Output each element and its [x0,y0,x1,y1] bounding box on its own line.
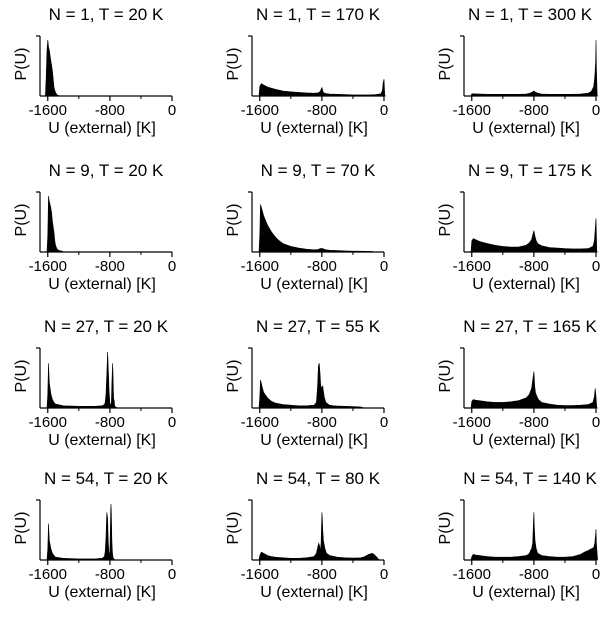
panel-9: N = 27, T = 165 K -1600 -800 0 U (external) … [437,317,600,449]
x-tick-label: -1600 [29,102,67,119]
x-tick-label: -800 [95,414,125,431]
x-tick-label: -1600 [241,566,279,583]
panel-7: N = 27, T = 20 K -1600 -800 0 U (external) [… [13,317,176,449]
distribution-area [252,363,365,409]
y-axis-label: P(U) [13,360,30,393]
panel-5: N = 9, T = 70 K -1600 -800 0 U (external) [K… [225,161,388,293]
panel-title: N = 1, T = 170 K [256,5,381,24]
panel-title: N = 9, T = 20 K [49,161,164,180]
panel-8: N = 27, T = 55 K -1600 -800 0 U (external) [… [225,317,388,449]
x-tick-label: -800 [307,414,337,431]
x-tick-label: 0 [380,414,388,431]
y-axis-label: P(U) [225,204,242,237]
x-tick-label: -1600 [29,566,67,583]
x-tick-label: -800 [307,566,337,583]
x-axis-label: U (external) [K] [48,120,156,137]
distribution-area [464,512,598,561]
x-tick-label: -800 [307,258,337,275]
y-axis-label: P(U) [437,48,454,81]
x-tick-label: -800 [95,102,125,119]
x-tick-label: -1600 [453,566,491,583]
x-axis-label: U (external) [K] [472,584,580,601]
x-tick-label: -1600 [241,414,279,431]
x-tick-label: 0 [380,102,388,119]
x-tick-label: 0 [592,414,600,431]
panel-title: N = 27, T = 55 K [256,317,381,336]
x-axis-label: U (external) [K] [48,432,156,449]
panel-2: N = 1, T = 170 K -1600 -800 0 U (external) [… [225,5,388,137]
x-axis-label: U (external) [K] [48,276,156,293]
x-axis-label: U (external) [K] [260,120,368,137]
x-axis-label: U (external) [K] [472,276,580,293]
x-tick-label: 0 [380,566,388,583]
panel-title: N = 9, T = 70 K [261,161,376,180]
distribution-area [464,371,599,409]
distribution-area [40,351,118,409]
distribution-area [252,204,374,253]
x-tick-label: 0 [592,258,600,275]
panel-1: N = 1, T = 20 K -1600 -800 0 U (external) [K… [13,5,176,137]
x-tick-label: -800 [95,566,125,583]
distribution-area [40,39,79,97]
panel-title: N = 1, T = 20 K [49,5,164,24]
x-axis-label: U (external) [K] [260,276,368,293]
y-axis-label: P(U) [437,360,454,393]
x-tick-label: 0 [168,102,176,119]
x-tick-label: -1600 [453,102,491,119]
x-tick-label: -1600 [453,258,491,275]
x-axis-label: U (external) [K] [260,584,368,601]
panel-title: N = 1, T = 300 K [468,5,593,24]
panel-title: N = 54, T = 80 K [256,469,381,488]
panel-10: N = 54, T = 20 K -1600 -800 0 U (external) [… [13,469,176,601]
x-tick-label: -800 [519,414,549,431]
panel-11: N = 54, T = 80 K -1600 -800 0 U (external) [… [225,469,388,601]
panel-title: N = 27, T = 165 K [463,317,597,336]
x-axis-label: U (external) [K] [48,584,156,601]
panel-3: N = 1, T = 300 K -1600 -800 0 U (external) [… [437,5,600,137]
x-tick-label: -800 [95,258,125,275]
y-axis-label: P(U) [437,204,454,237]
x-tick-label: -1600 [241,258,279,275]
panel-title: N = 9, T = 175 K [468,161,593,180]
y-axis-label: P(U) [437,512,454,545]
x-tick-label: -800 [519,258,549,275]
x-tick-label: 0 [592,566,600,583]
x-tick-label: 0 [592,102,600,119]
y-axis-label: P(U) [13,204,30,237]
x-tick-label: -800 [519,102,549,119]
y-axis-label: P(U) [225,512,242,545]
x-axis-label: U (external) [K] [260,432,368,449]
distribution-area [40,195,65,253]
x-tick-label: -800 [519,566,549,583]
distribution-area [464,218,599,253]
y-axis-label: P(U) [225,360,242,393]
x-tick-label: -1600 [453,414,491,431]
x-tick-label: 0 [168,414,176,431]
x-tick-label: -1600 [29,414,67,431]
distribution-area [252,512,380,561]
x-tick-label: 0 [168,566,176,583]
distribution-area [40,503,117,561]
x-tick-label: -800 [307,102,337,119]
distribution-area [252,79,387,97]
panel-12: N = 54, T = 140 K -1600 -800 0 U (external) … [437,469,600,601]
panel-title: N = 54, T = 20 K [44,469,169,488]
panel-title: N = 27, T = 20 K [44,317,169,336]
panel-title: N = 54, T = 140 K [463,469,597,488]
panel-4: N = 9, T = 20 K -1600 -800 0 U (external) [K… [13,161,176,293]
x-tick-label: 0 [380,258,388,275]
panel-6: N = 9, T = 175 K -1600 -800 0 U (external) [… [437,161,600,293]
x-axis-label: U (external) [K] [472,432,580,449]
x-axis-label: U (external) [K] [472,120,580,137]
x-tick-label: 0 [168,258,176,275]
y-axis-label: P(U) [225,48,242,81]
distribution-area [464,39,599,97]
x-tick-label: -1600 [241,102,279,119]
y-axis-label: P(U) [13,512,30,545]
y-axis-label: P(U) [13,48,30,81]
x-tick-label: -1600 [29,258,67,275]
